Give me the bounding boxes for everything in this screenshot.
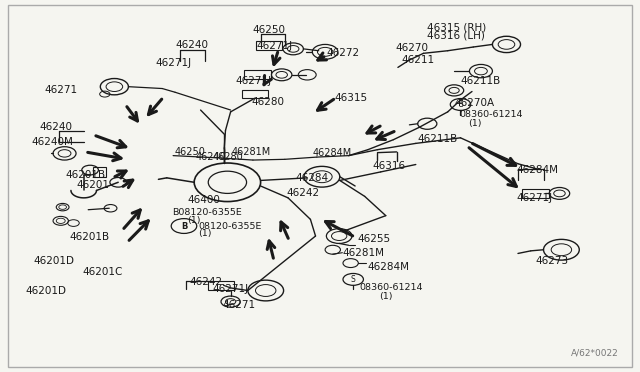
Text: 46250: 46250 [174,147,205,157]
Text: 46270: 46270 [396,43,428,53]
Text: 46271: 46271 [44,86,77,95]
Text: 46400: 46400 [187,195,220,205]
Text: 46201B: 46201B [66,170,106,180]
Text: 08360-61214: 08360-61214 [360,283,423,292]
Text: S: S [458,100,463,109]
Text: 46211: 46211 [402,55,435,65]
Text: 46240: 46240 [195,152,226,162]
Text: (1): (1) [187,216,201,225]
Text: 46281M: 46281M [342,248,385,259]
Text: 46315: 46315 [334,93,367,103]
Text: B: B [180,221,187,231]
Text: 46240: 46240 [39,122,72,132]
Text: 46273: 46273 [536,256,569,266]
Text: 46250: 46250 [252,25,285,35]
Text: 46240M: 46240M [31,137,73,147]
Text: 46201D: 46201D [34,256,75,266]
Text: 46242: 46242 [287,187,320,198]
Text: (1): (1) [198,229,212,238]
Text: 46242: 46242 [189,277,222,286]
Text: 46271J: 46271J [256,41,292,51]
Text: 46271J: 46271J [236,77,272,86]
Text: 46284: 46284 [296,173,329,183]
Text: 46201C: 46201C [83,267,123,277]
Text: 08120-6355E: 08120-6355E [198,221,261,231]
Text: 46284M: 46284M [516,166,559,176]
Text: 08360-61214: 08360-61214 [460,110,523,119]
Bar [256,41,282,50]
Text: 46280: 46280 [251,96,284,106]
Text: 46281M: 46281M [232,147,271,157]
Text: 46201D: 46201D [25,286,66,295]
Text: 46280: 46280 [212,152,243,162]
Text: 46271: 46271 [223,300,256,310]
Text: 46201B: 46201B [70,232,110,242]
Text: B08120-6355E: B08120-6355E [172,208,241,217]
Bar [522,189,549,198]
Text: 46284M: 46284M [312,148,351,158]
Text: S: S [351,275,356,284]
Text: 46316 (LH): 46316 (LH) [428,31,485,41]
Text: A/62*0022: A/62*0022 [571,348,619,357]
Text: 46284M: 46284M [368,262,410,272]
Text: 46201: 46201 [76,180,109,190]
Bar [93,167,106,177]
Text: 46271J: 46271J [156,58,191,68]
Text: 46315 (RH): 46315 (RH) [428,22,486,32]
Text: 46271J: 46271J [212,284,249,294]
Text: 46316: 46316 [372,161,406,171]
Text: (1): (1) [468,119,482,128]
Text: 46255: 46255 [357,234,390,244]
Bar [242,90,268,98]
Text: 46240: 46240 [176,40,209,50]
Text: (1): (1) [379,292,392,301]
Text: 46270A: 46270A [454,97,494,108]
Text: 46211B: 46211B [461,77,500,86]
Text: 46272: 46272 [326,48,360,58]
Bar [244,70,271,80]
Text: 46211B: 46211B [417,134,458,144]
Bar [207,281,234,290]
Text: 46271J: 46271J [516,193,553,203]
